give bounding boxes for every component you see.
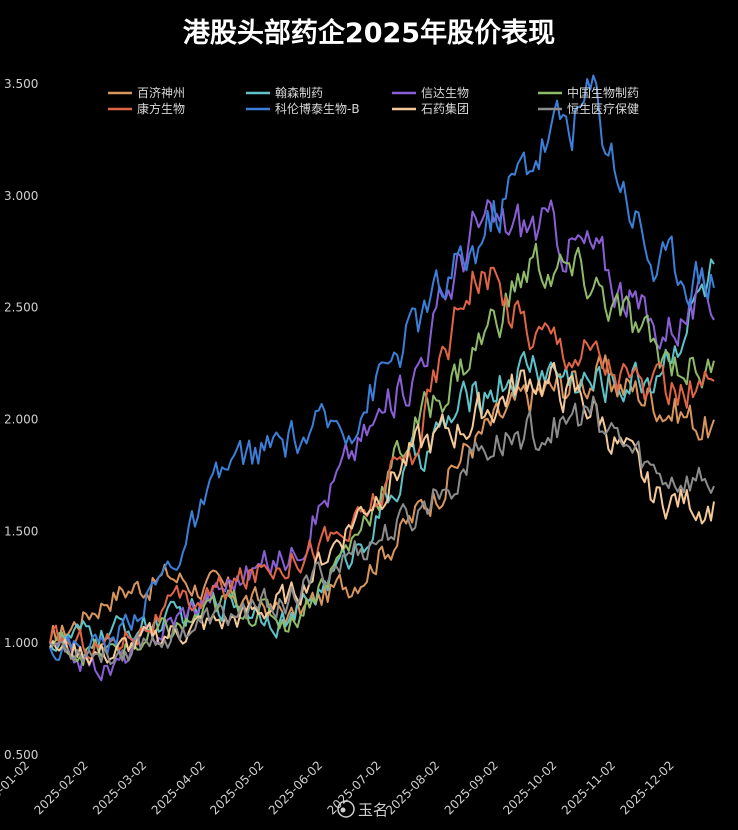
series-lines bbox=[49, 74, 715, 682]
x-tick-label: 2025-03-02 bbox=[90, 758, 149, 817]
y-tick-label: 3.500 bbox=[4, 77, 38, 91]
y-tick-label: 0.500 bbox=[4, 748, 38, 762]
series-line-4 bbox=[49, 242, 715, 666]
x-tick-label: 2025-10-02 bbox=[500, 758, 559, 817]
series-line-2 bbox=[49, 258, 715, 652]
x-tick-label: 2025-01-02 bbox=[0, 758, 32, 817]
series-line-8 bbox=[49, 395, 715, 665]
y-tick-label: 2.000 bbox=[4, 413, 38, 427]
legend-label: 中国生物制药 bbox=[567, 85, 639, 100]
y-tick-label: 3.000 bbox=[4, 189, 38, 203]
y-tick-label: 1.500 bbox=[4, 524, 38, 538]
y-tick-label: 2.500 bbox=[4, 301, 38, 315]
x-tick-label: 2025-02-02 bbox=[32, 758, 91, 817]
series-line-3 bbox=[49, 199, 715, 682]
legend-label: 百济神州 bbox=[137, 85, 185, 100]
legend-label: 科伦博泰生物-B bbox=[275, 101, 360, 116]
watermark: 玉名 bbox=[337, 800, 388, 819]
x-tick-label: 2025-05-02 bbox=[207, 758, 266, 817]
weibo-icon-eye bbox=[340, 807, 346, 813]
x-tick-label: 2025-08-02 bbox=[383, 758, 442, 817]
legend-label: 石药集团 bbox=[421, 101, 469, 116]
y-axis: 0.500 1.000 1.500 2.000 2.500 3.000 3.500 bbox=[4, 77, 38, 762]
series-line-6 bbox=[49, 74, 715, 661]
weibo-icon bbox=[337, 800, 355, 818]
series-line-5 bbox=[49, 266, 715, 660]
x-tick-label: 2025-06-02 bbox=[266, 758, 325, 817]
legend-label: 翰森制药 bbox=[275, 85, 323, 100]
x-tick-label: 2025-09-02 bbox=[442, 758, 501, 817]
series-line-7 bbox=[49, 361, 715, 666]
watermark-text: 玉名 bbox=[358, 801, 388, 819]
legend-label: 恒生医疗保健 bbox=[567, 102, 639, 116]
x-tick-label: 2025-04-02 bbox=[149, 758, 208, 817]
y-tick-label: 1.000 bbox=[4, 636, 38, 650]
chart-title: 港股头部药企2025年股价表现 bbox=[183, 17, 555, 49]
x-tick-label: 2025-12-02 bbox=[618, 758, 677, 817]
legend-label: 康方生物 bbox=[137, 101, 185, 116]
x-tick-label: 2025-11-02 bbox=[559, 758, 618, 817]
legend-label: 信达生物 bbox=[421, 86, 469, 100]
